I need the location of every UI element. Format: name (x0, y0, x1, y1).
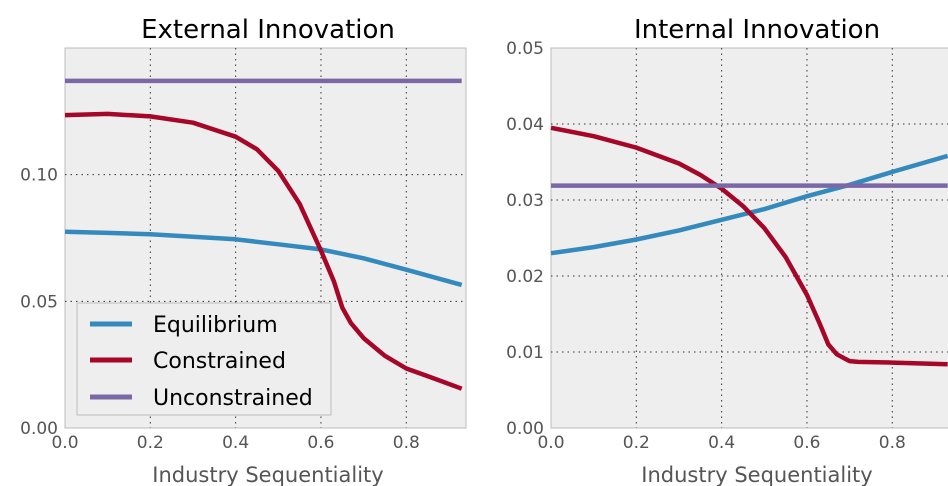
legend-label-constrained: Constrained (153, 349, 286, 374)
x-tick-label: 0.6 (793, 433, 820, 453)
x-axis-label-external: Industry Sequentiality (152, 463, 383, 486)
legend-label-unconstrained: Unconstrained (153, 386, 313, 411)
x-tick-label: 0.2 (137, 433, 164, 453)
gridlines-internal (551, 48, 948, 428)
plot-area-internal (550, 47, 948, 429)
x-tick-labels-external: 0.0 0.2 0.4 0.6 0.8 (51, 433, 419, 453)
x-tick-label: 0.4 (708, 433, 735, 453)
legend: Equilibrium Constrained Unconstrained (76, 302, 332, 416)
y-tick-label: 0.03 (506, 191, 544, 211)
series-line-constrained (64, 111, 463, 391)
series-lines-external (64, 78, 463, 391)
series-lines-internal (550, 125, 948, 367)
y-tick-label: 0.02 (506, 267, 544, 287)
x-tick-label: 0.2 (623, 433, 650, 453)
series-line-constrained (550, 125, 948, 367)
y-tick-label: 0.00 (506, 419, 544, 439)
y-tick-label: 0.00 (20, 419, 58, 439)
x-tick-label: 0.4 (222, 433, 249, 453)
x-tick-label: 0.0 (537, 433, 564, 453)
y-tick-label: 0.04 (506, 115, 544, 135)
x-tick-labels-internal: 0.0 0.2 0.4 0.6 0.8 (537, 433, 905, 453)
x-axis-label-internal: Industry Sequentiality (641, 463, 872, 486)
series-line-equilibrium (550, 153, 948, 256)
y-tick-label: 0.10 (20, 166, 58, 186)
x-tick-label: 0.8 (393, 433, 420, 453)
legend-label-equilibrium: Equilibrium (153, 313, 278, 338)
y-tick-labels-internal: 0.00 0.01 0.02 0.03 0.04 0.05 (506, 39, 544, 439)
series-line-equilibrium (64, 229, 463, 288)
internal-innovation-panel: 0.0 0.2 0.4 0.6 0.8 0.00 0.01 0.02 0.03 0.04 0.05… (506, 15, 948, 486)
chart-title-external: External Innovation (141, 15, 395, 45)
y-tick-label: 0.05 (506, 39, 544, 59)
y-tick-label: 0.01 (506, 343, 544, 363)
chart-title-internal: Internal Innovation (634, 15, 880, 45)
gridlines-external (65, 48, 466, 428)
external-innovation-panel: 0.0 0.2 0.4 0.6 0.8 0.00 0.05 0.10 External In… (20, 15, 467, 486)
y-tick-label: 0.05 (20, 292, 58, 312)
x-tick-label: 0.0 (51, 433, 78, 453)
x-tick-label: 0.8 (879, 433, 906, 453)
y-tick-labels-external: 0.00 0.05 0.10 (20, 166, 58, 439)
x-tick-label: 0.6 (307, 433, 334, 453)
